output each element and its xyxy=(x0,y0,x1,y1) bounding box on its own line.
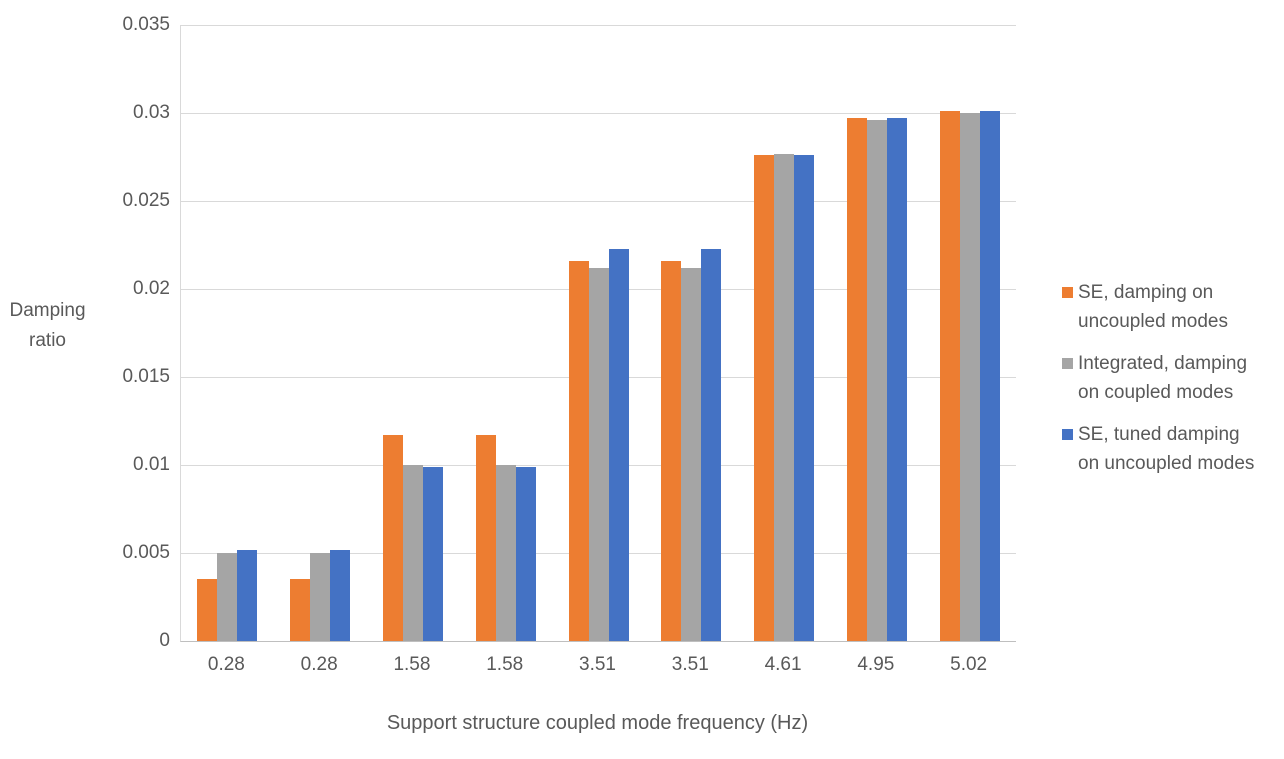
legend-swatch-icon xyxy=(1062,429,1073,440)
bar-series2-1.58 xyxy=(495,465,516,641)
legend-item-1: SE, damping on uncoupled modes xyxy=(1062,278,1284,336)
bar-group-0.28-0 xyxy=(181,25,274,641)
x-tick-label-6-4.61: 4.61 xyxy=(764,654,802,675)
x-axis-tick-labels: 0.28 0.28 1.58 1.58 3.51 3.51 4.61 4.95 5.02 xyxy=(180,653,1015,677)
bar-series3-0.28 xyxy=(330,549,351,641)
y-tick-label-0.03: 0.03 xyxy=(133,102,170,123)
bar-group-5.02-8 xyxy=(923,25,1016,641)
bar-group-1.58-2 xyxy=(367,25,460,641)
bar-group-3.51-4 xyxy=(552,25,645,641)
bar-series1-4.61 xyxy=(754,155,775,641)
bar-series3-1.58 xyxy=(422,466,443,641)
bar-series1-3.51 xyxy=(661,260,682,641)
bar-series1-1.58 xyxy=(475,435,496,641)
bar-series2-4.95 xyxy=(866,120,887,641)
gridline xyxy=(181,25,1016,26)
bar-series1-5.02 xyxy=(939,111,960,641)
bar-series2-0.28 xyxy=(310,553,331,641)
bar-series1-0.28 xyxy=(197,579,218,641)
bar-series2-3.51 xyxy=(588,267,609,641)
y-tick-label-0.025: 0.025 xyxy=(122,190,170,211)
bar-series2-1.58 xyxy=(402,465,423,641)
legend-label: SE, damping on uncoupled modes xyxy=(1078,282,1228,332)
x-axis-title: Support structure coupled mode frequency… xyxy=(386,712,809,734)
bar-series2-3.51 xyxy=(681,267,702,641)
bar-group-4.61-6 xyxy=(738,25,831,641)
plot-area xyxy=(180,25,1016,642)
legend-label: Integrated, damping on coupled modes xyxy=(1078,353,1248,403)
bar-group-3.51-5 xyxy=(645,25,738,641)
bar-series1-0.28 xyxy=(290,579,311,641)
y-tick-label-0.01: 0.01 xyxy=(133,454,170,475)
bar-series1-3.51 xyxy=(568,260,589,641)
legend-swatch-icon xyxy=(1062,287,1073,298)
bar-series1-4.95 xyxy=(846,118,867,641)
x-tick-label-5-3.51: 3.51 xyxy=(671,654,709,675)
y-tick-label-0: 0 xyxy=(159,630,170,651)
y-tick-label-0.02: 0.02 xyxy=(133,278,170,299)
y-tick-label-0.015: 0.015 xyxy=(122,366,170,387)
bar-series3-4.61 xyxy=(794,155,815,641)
y-tick-label-0.035: 0.035 xyxy=(122,14,170,35)
legend: SE, damping on uncoupled modes Integrated… xyxy=(1062,278,1284,491)
y-axis-title: Damping ratio xyxy=(9,300,86,351)
x-tick-label-8-5.02: 5.02 xyxy=(950,654,988,675)
bar-series2-4.61 xyxy=(774,153,795,641)
legend-label: SE, tuned damping on uncoupled modes xyxy=(1078,424,1255,474)
bar-series3-3.51 xyxy=(701,248,722,641)
bar-series3-5.02 xyxy=(979,111,1000,641)
legend-item-2: Integrated, damping on coupled modes xyxy=(1062,349,1284,407)
x-tick-label-7-4.95: 4.95 xyxy=(857,654,895,675)
x-tick-label-3-1.58: 1.58 xyxy=(486,654,524,675)
bar-series2-5.02 xyxy=(959,113,980,641)
x-tick-label-1-0.28: 0.28 xyxy=(300,654,338,675)
x-tick-label-0-0.28: 0.28 xyxy=(207,654,245,675)
bar-series3-3.51 xyxy=(608,248,629,641)
bar-series3-1.58 xyxy=(515,466,536,641)
x-tick-label-4-3.51: 3.51 xyxy=(579,654,616,675)
legend-item-3: SE, tuned damping on uncoupled modes xyxy=(1062,420,1284,478)
y-tick-label-0.005: 0.005 xyxy=(122,542,170,563)
gridline xyxy=(181,113,1016,114)
gridline xyxy=(181,201,1016,202)
bar-series3-4.95 xyxy=(886,118,907,641)
bar-group-4.95-7 xyxy=(830,25,923,641)
legend-swatch-icon xyxy=(1062,358,1073,369)
bar-group-0.28-1 xyxy=(274,25,367,641)
bar-series1-1.58 xyxy=(382,435,403,641)
x-tick-label-2-1.58: 1.58 xyxy=(393,654,431,675)
bar-series2-0.28 xyxy=(217,553,238,641)
bar-group-1.58-3 xyxy=(459,25,552,641)
bar-series3-0.28 xyxy=(237,549,258,641)
